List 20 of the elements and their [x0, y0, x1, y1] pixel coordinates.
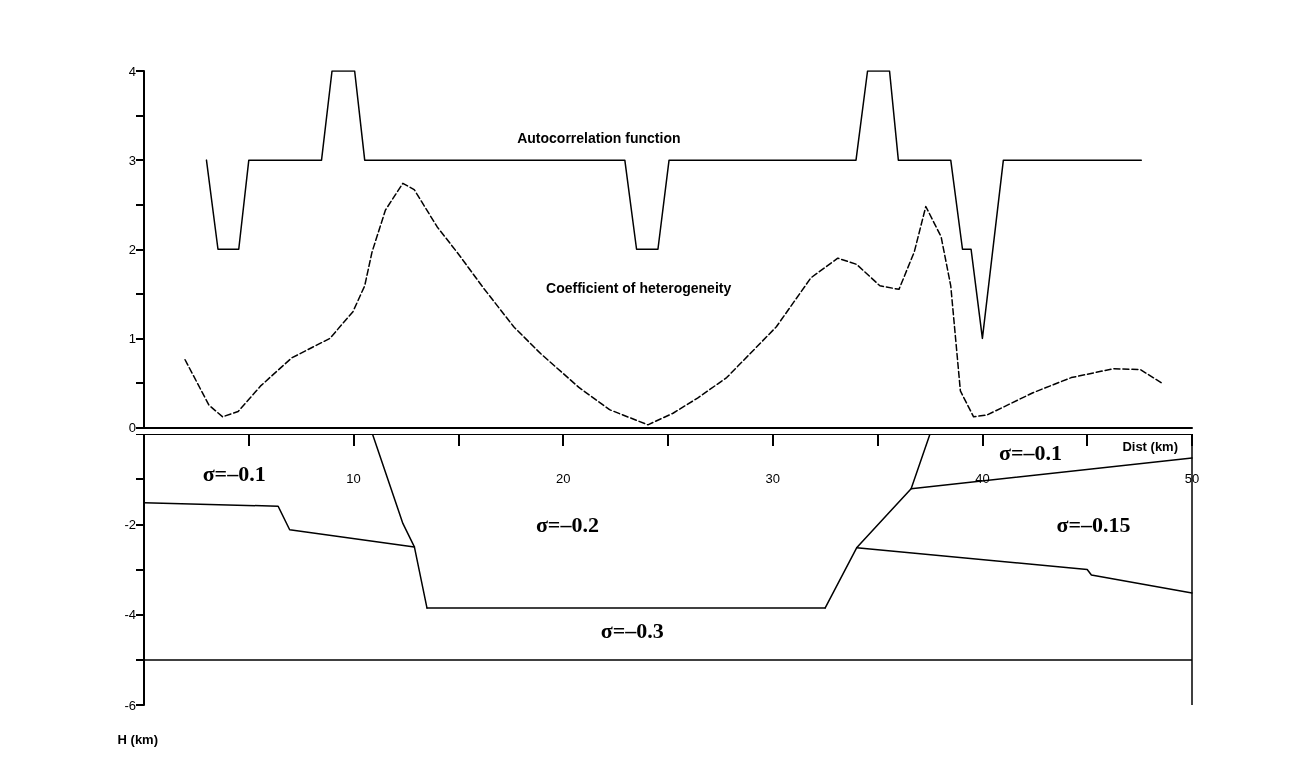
annotation: σ=–0.3 [600, 617, 664, 643]
annotation: σ=–0.2 [535, 511, 599, 537]
y-tick-label: 3 [128, 152, 136, 168]
y-axis-title: H (km) [117, 732, 158, 747]
annotation: σ=–0.1 [999, 439, 1063, 465]
annotation: σ=–0.15 [1056, 511, 1131, 537]
x-tick-label: 30 [765, 471, 781, 486]
annotation: Coefficient of heterogeneity [546, 280, 732, 296]
annotation: Autocorrelation function [517, 130, 681, 146]
y-tick-label: 1 [128, 330, 136, 346]
y-tick-label: 4 [128, 63, 136, 79]
y-tick-label: 2 [128, 241, 136, 257]
y-tick-label: -2 [124, 516, 136, 532]
annotation: σ=–0.1 [202, 460, 266, 486]
y-tick-label: -6 [124, 697, 136, 713]
x-tick-label: 10 [346, 471, 361, 486]
x-axis-title: Dist (km) [1122, 439, 1178, 454]
y-tick-label: 0 [128, 420, 136, 435]
y-tick-label: -4 [124, 607, 136, 623]
x-tick-label: 20 [555, 471, 571, 486]
